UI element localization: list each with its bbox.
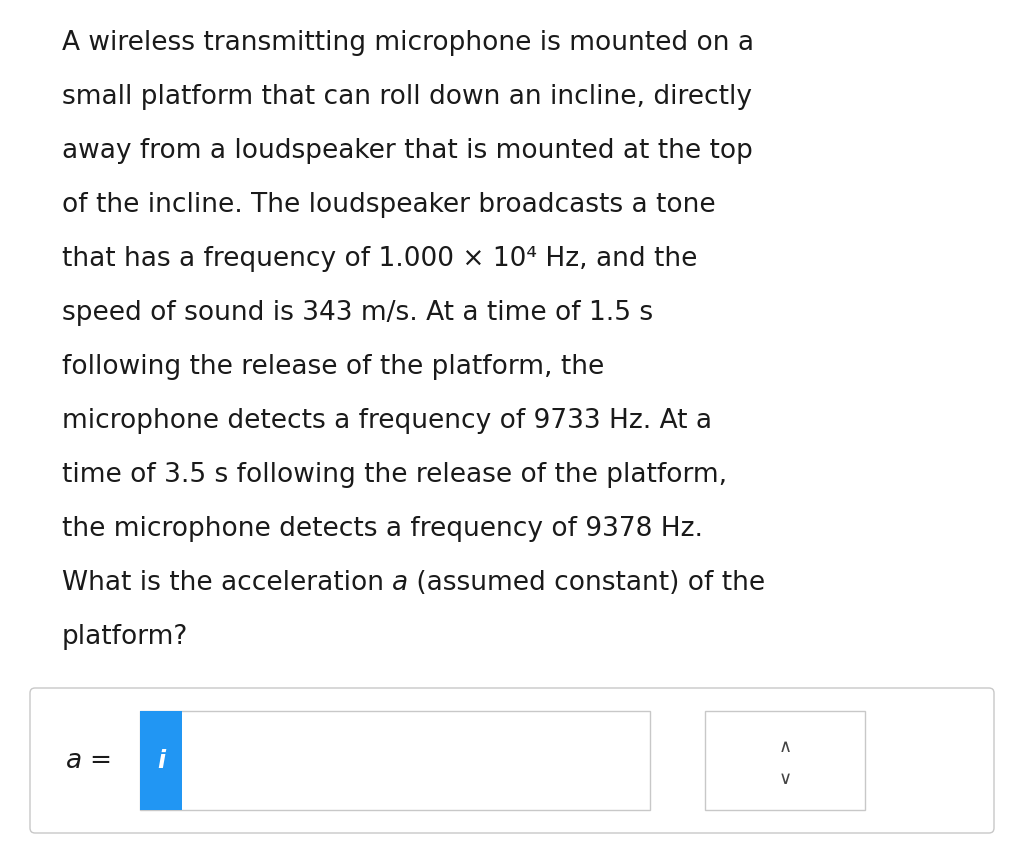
Text: small platform that can roll down an incline, directly: small platform that can roll down an inc… [62, 84, 752, 110]
Bar [705, 711, 865, 810]
Text: time of 3.5 s following the release of the platform,: time of 3.5 s following the release of t… [62, 461, 727, 487]
Text: away from a loudspeaker that is mounted at the top: away from a loudspeaker that is mounted … [62, 138, 753, 164]
Text: following the release of the platform, the: following the release of the platform, t… [62, 354, 604, 380]
Text: (assumed constant) of the: (assumed constant) of the [409, 569, 766, 595]
Text: platform?: platform? [62, 624, 188, 649]
Text: a: a [392, 569, 409, 595]
Text: $a$ =: $a$ = [65, 747, 111, 774]
Text: i: i [157, 749, 165, 773]
Text: microphone detects a frequency of 9733 Hz. At a: microphone detects a frequency of 9733 H… [62, 408, 712, 433]
Text: the microphone detects a frequency of 9378 Hz.: the microphone detects a frequency of 93… [62, 515, 703, 542]
Text: that has a frequency of 1.000 × 10⁴ Hz, and the: that has a frequency of 1.000 × 10⁴ Hz, … [62, 246, 697, 272]
Text: speed of sound is 343 m/s. At a time of 1.5 s: speed of sound is 343 m/s. At a time of … [62, 299, 653, 326]
Text: A wireless transmitting microphone is mounted on a: A wireless transmitting microphone is mo… [62, 30, 754, 56]
Bar [140, 711, 650, 810]
Text: What is the acceleration: What is the acceleration [62, 569, 392, 595]
Bar [140, 711, 182, 810]
Text: of the incline. The loudspeaker broadcasts a tone: of the incline. The loudspeaker broadcas… [62, 192, 716, 218]
FancyBboxPatch shape [30, 688, 994, 833]
Text: ∨: ∨ [778, 769, 792, 787]
Text: ∧: ∧ [778, 737, 792, 755]
